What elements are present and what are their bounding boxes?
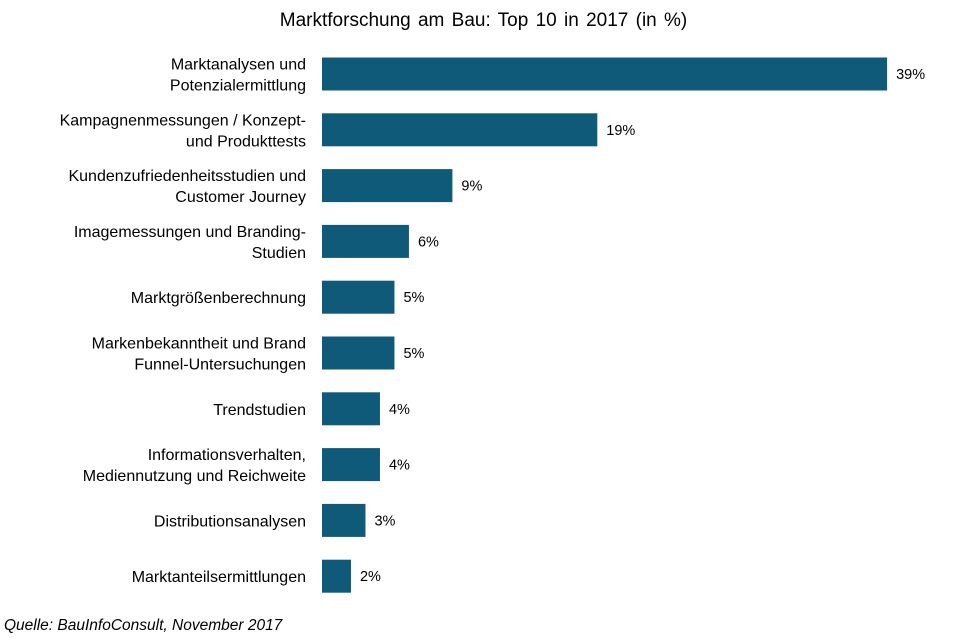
bars-layer — [322, 57, 888, 593]
bar-6 — [322, 336, 395, 370]
category-label-line: Customer Journey — [175, 189, 306, 206]
category-label-2: Kampagnenmessungen / Konzept-und Produkt… — [60, 112, 306, 150]
bar-3 — [322, 169, 453, 203]
bar-1 — [322, 57, 888, 91]
category-label-line: Studien — [252, 245, 306, 262]
source-note: Quelle: BauInfoConsult, November 2017 — [4, 617, 283, 634]
category-label-line: Marktgrößenberechnung — [131, 290, 306, 307]
bar-7 — [322, 392, 380, 426]
category-label-line: Informationsverhalten, — [148, 447, 306, 464]
bar-5 — [322, 280, 395, 314]
category-label-line: Trendstudien — [213, 402, 306, 419]
data-label-10: 2% — [360, 569, 381, 585]
category-label-6: Markenbekanntheit und Brand Funnel-Unters… — [92, 336, 306, 374]
data-label-5: 5% — [403, 290, 424, 306]
data-label-2: 19% — [606, 123, 635, 139]
category-labels: Marktanalysen und Potenzialermittlung Kamp… — [60, 57, 306, 587]
category-label-line: Markenbekanntheit und Brand — [92, 336, 306, 353]
bar-10 — [322, 559, 351, 593]
category-label-line: Marktanalysen und — [171, 57, 306, 74]
chart-title: Marktforschung am Bau: Top 10 in 2017 (i… — [279, 10, 688, 31]
category-label-1: Marktanalysen und Potenzialermittlung — [170, 57, 306, 95]
category-label-8: Informationsverhalten, Mediennutzung und … — [83, 447, 306, 485]
data-label-3: 9% — [461, 179, 482, 195]
category-label-line: Mediennutzung und Reichweite — [83, 468, 306, 485]
category-label-line: Kampagnenmessungen / Konzept- — [60, 112, 306, 129]
category-label-line: Potenzialermittlung — [170, 78, 306, 95]
data-label-7: 4% — [389, 402, 410, 418]
category-label-9: Distributionsanalysen — [154, 513, 306, 530]
category-label-line: Imagemessungen und Branding- — [74, 224, 306, 241]
category-label-10: Marktanteilsermittlungen — [132, 569, 306, 586]
data-label-8: 4% — [389, 458, 410, 474]
category-label-line: Kundenzufriedenheitsstudien und — [68, 168, 306, 185]
data-label-1: 39% — [896, 67, 925, 83]
data-label-9: 3% — [374, 513, 395, 529]
category-label-line: Distributionsanalysen — [154, 513, 306, 530]
bar-2 — [322, 113, 598, 147]
bar-9 — [322, 503, 366, 537]
data-labels: 39% 19% 9% 6% 5% 5% 4% 4% 3% 2% — [360, 67, 925, 585]
category-label-3: Kundenzufriedenheitsstudien und Customer … — [68, 168, 306, 206]
data-label-4: 6% — [418, 234, 439, 250]
category-label-line: und Produkttests — [186, 133, 306, 150]
category-label-line: Funnel-Untersuchungen — [134, 357, 306, 374]
category-label-line: Marktanteilsermittlungen — [132, 569, 306, 586]
bar-8 — [322, 448, 380, 482]
category-label-4: Imagemessungen und Branding- Studien — [74, 224, 306, 262]
category-label-5: Marktgrößenberechnung — [131, 290, 306, 307]
data-label-6: 5% — [403, 346, 424, 362]
bar-4 — [322, 224, 409, 258]
category-label-7: Trendstudien — [213, 402, 306, 419]
